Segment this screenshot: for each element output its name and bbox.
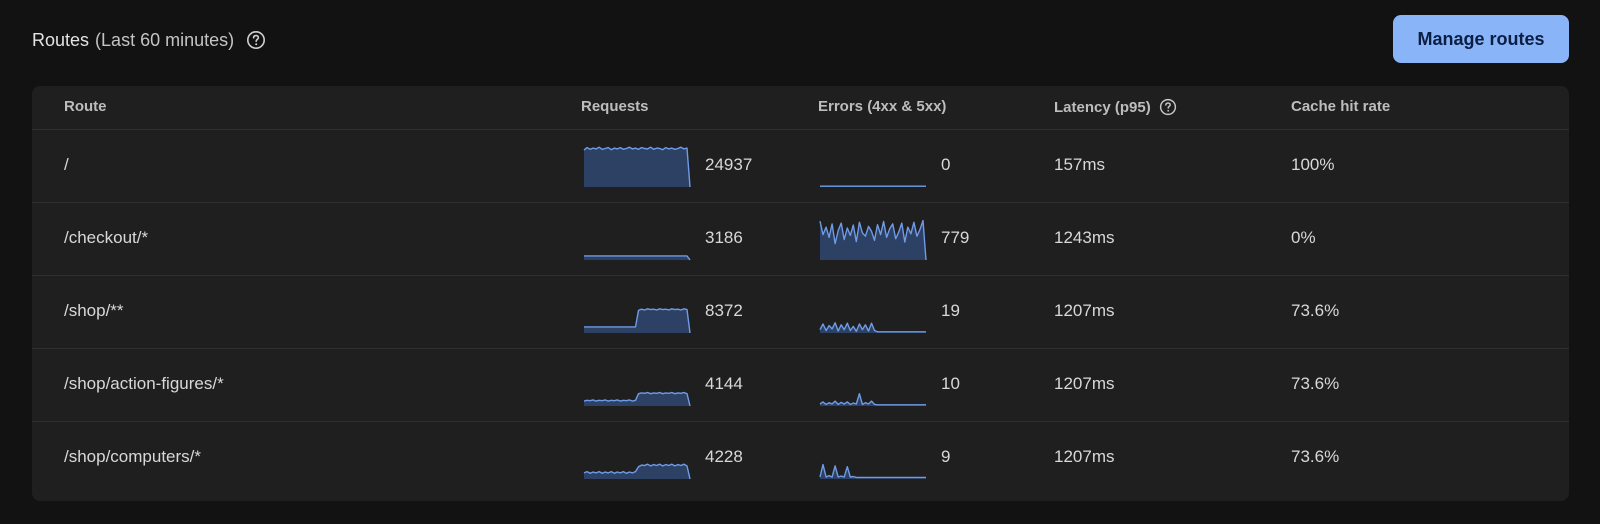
sparkline-line	[584, 255, 691, 261]
requests-count: 4228	[705, 447, 743, 466]
sparkline-line	[819, 393, 926, 406]
table-row[interactable]: /checkout/* 3186 779 1243ms 0%	[32, 201, 1569, 276]
cache-hit-rate-value: 100%	[1291, 155, 1335, 174]
route-path[interactable]: /shop/action-figures/*	[64, 374, 224, 393]
errors-count: 0	[941, 155, 951, 174]
column-header-latency: Latency (p95)	[1054, 98, 1177, 116]
latency-value: 157ms	[1054, 155, 1106, 174]
route-path[interactable]: /shop/computers/*	[64, 447, 202, 466]
manage-routes-button[interactable]: Manage routes	[1393, 15, 1569, 63]
sparkline-line	[819, 463, 926, 479]
errors-count: 19	[941, 301, 960, 320]
cache-hit-rate-value: 73.6%	[1291, 374, 1340, 393]
errors-count: 779	[941, 228, 970, 247]
requests-count: 8372	[705, 301, 743, 320]
column-header-cache-hit-rate: Cache hit rate	[1291, 98, 1391, 115]
sparkline-line	[819, 219, 927, 261]
help-circle-icon[interactable]	[246, 30, 266, 50]
sparkline-line	[583, 391, 691, 407]
cache-hit-rate-value: 0%	[1291, 228, 1316, 247]
routes-table: Route Requests Errors (4xx & 5xx) Latenc…	[32, 86, 1569, 501]
table-row[interactable]: / 24937 0 157ms 100%	[32, 128, 1569, 203]
errors-sparkline	[820, 185, 926, 187]
sparkline-area	[584, 255, 690, 260]
sparkline-line	[584, 308, 691, 334]
sparkline-area	[584, 464, 690, 479]
sparkline-area	[820, 464, 926, 479]
table-header: Route Requests Errors (4xx & 5xx) Latenc…	[32, 86, 1569, 130]
route-path[interactable]: /checkout/*	[64, 228, 149, 247]
latency-value: 1243ms	[1054, 228, 1115, 247]
sparkline-area	[584, 147, 690, 187]
requests-sparkline	[584, 308, 691, 334]
title-subtitle: (Last 60 minutes)	[95, 30, 235, 50]
sparkline-line	[583, 463, 691, 480]
page-title: Routes (Last 60 minutes)	[32, 28, 266, 52]
table-row[interactable]: /shop/action-figures/* 4144 10 1207ms 73…	[32, 347, 1569, 422]
requests-count: 24937	[705, 155, 753, 174]
column-header-latency-label: Latency (p95)	[1054, 98, 1151, 116]
route-path[interactable]: /	[64, 155, 69, 174]
errors-count: 9	[941, 447, 951, 466]
routes-header: Routes (Last 60 minutes) Manage routes	[32, 0, 1569, 82]
sparkline-area	[584, 392, 690, 406]
latency-value: 1207ms	[1054, 374, 1115, 393]
requests-sparkline	[583, 463, 691, 480]
sparkline-line	[819, 322, 926, 333]
errors-sparkline	[819, 322, 926, 333]
requests-count: 3186	[705, 228, 743, 247]
errors-sparkline	[819, 393, 926, 406]
errors-count: 10	[941, 374, 960, 393]
errors-sparkline	[819, 463, 926, 479]
column-header-route: Route	[64, 98, 107, 115]
column-header-requests: Requests	[581, 98, 649, 115]
latency-value: 1207ms	[1054, 301, 1115, 320]
requests-sparkline	[583, 146, 691, 188]
table-row[interactable]: /shop/computers/* 4228 9 1207ms 73.6%	[32, 420, 1569, 494]
requests-sparkline	[583, 391, 691, 407]
latency-value: 1207ms	[1054, 447, 1115, 466]
column-header-errors: Errors (4xx & 5xx)	[818, 98, 947, 115]
errors-sparkline	[819, 219, 927, 261]
route-path[interactable]: /shop/**	[64, 301, 124, 320]
title-text: Routes	[32, 30, 90, 50]
help-circle-icon[interactable]	[1159, 98, 1177, 116]
sparkline-line	[583, 146, 691, 188]
requests-count: 4144	[705, 374, 743, 393]
cache-hit-rate-value: 73.6%	[1291, 301, 1340, 320]
table-row[interactable]: /shop/** 8372 19 1207ms 73.6%	[32, 274, 1569, 349]
requests-sparkline	[584, 255, 691, 261]
cache-hit-rate-value: 73.6%	[1291, 447, 1340, 466]
